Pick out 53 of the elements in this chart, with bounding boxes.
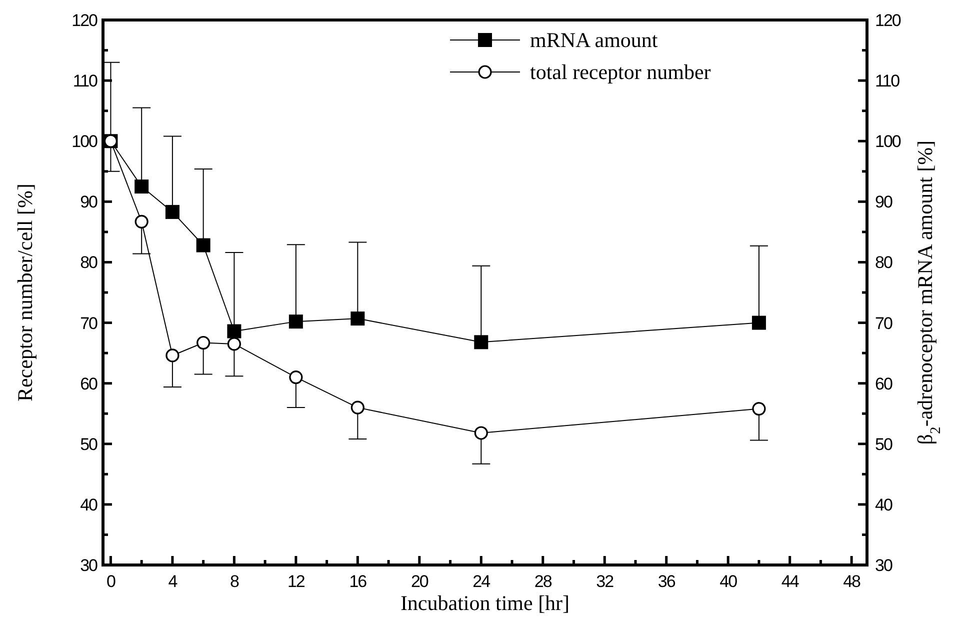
point [752, 402, 766, 416]
x-tick-label: 0 [106, 572, 116, 591]
x-axis-title: Incubation time [hr] [400, 591, 570, 615]
x-tick-label: 28 [534, 572, 552, 591]
y-tick-label: 90 [80, 192, 98, 212]
x-tick-label: 12 [287, 572, 305, 591]
point [165, 204, 180, 219]
legend-label: total receptor number [530, 60, 711, 84]
y-axis-title: Receptor number/cell [%] [13, 183, 37, 402]
point [166, 348, 180, 362]
x-tick-label: 8 [230, 572, 239, 591]
point [196, 238, 210, 252]
x-tick-label: 24 [472, 572, 490, 591]
y-tick-label: 60 [80, 374, 98, 394]
y2-tick-label: 80 [875, 253, 892, 272]
y2-tick-label: 30 [875, 556, 892, 575]
x-tick-label: 4 [168, 572, 178, 591]
y2-tick-label: 70 [875, 314, 892, 333]
point [289, 370, 303, 384]
y2-tick-label: 40 [875, 495, 892, 514]
x-tick-label: 20 [410, 572, 428, 591]
point [134, 180, 149, 194]
y2-tick-label: 100 [875, 132, 901, 152]
y-tick-label: 50 [80, 434, 98, 454]
point [350, 400, 364, 414]
y-tick-label: 110 [72, 72, 98, 91]
point [752, 316, 766, 330]
x-tick-label: 44 [781, 572, 799, 591]
x-tick-label: 48 [843, 572, 861, 591]
y2-tick-label: 90 [875, 192, 892, 212]
y-tick-label: 80 [80, 253, 98, 272]
y-tick-label: 120 [72, 11, 98, 30]
y-tick-label: 70 [80, 314, 98, 333]
y2-tick-label: 120 [875, 11, 901, 30]
y2-tick-label: 50 [875, 434, 892, 454]
point [134, 214, 148, 228]
point [474, 335, 488, 350]
x-tick-label: 40 [720, 572, 738, 591]
point [288, 314, 303, 329]
x-tick-label: 32 [596, 572, 614, 591]
x-tick-label: 16 [349, 572, 367, 591]
point [350, 312, 365, 326]
point [196, 336, 210, 350]
y-tick-label: 30 [80, 556, 98, 575]
y-tick-label: 40 [80, 495, 98, 514]
x-tick-label: 36 [658, 572, 676, 591]
y2-tick-label: 110 [875, 72, 900, 91]
y2-tick-label: 60 [875, 374, 892, 394]
y-tick-label: 100 [72, 132, 98, 152]
legend-label: mRNA amount [530, 28, 658, 52]
point [227, 337, 241, 351]
point [474, 426, 488, 440]
point [227, 324, 242, 338]
